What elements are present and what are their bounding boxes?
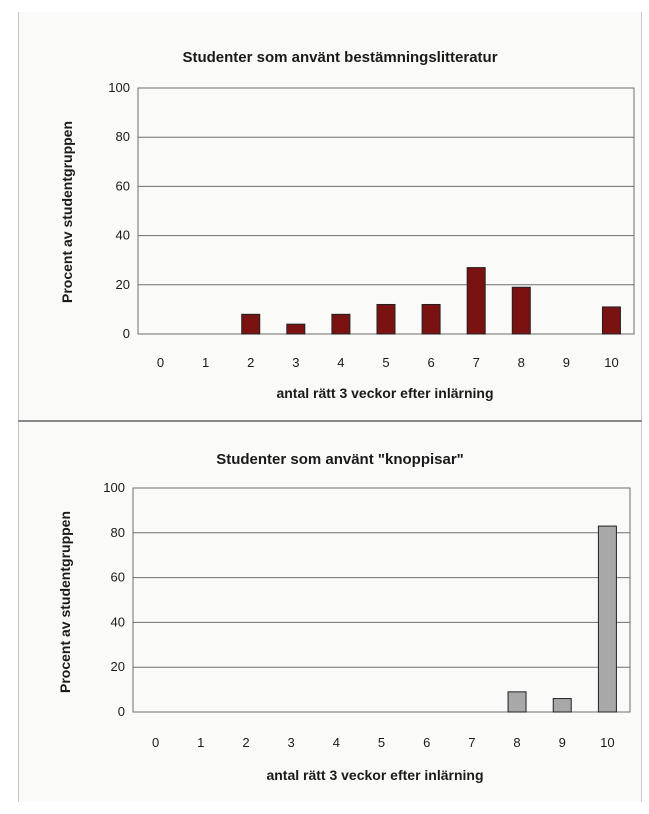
x-tick-label: 0 <box>152 735 159 750</box>
y-tick-label: 60 <box>111 570 125 585</box>
y-tick-label: 40 <box>116 228 130 243</box>
bar <box>511 286 531 335</box>
chart-panel-literature: Studenter som använt bestämningslitterat… <box>18 12 640 420</box>
bar <box>241 313 261 335</box>
x-tick-label: 7 <box>468 735 475 750</box>
x-tick-label: 2 <box>242 735 249 750</box>
bar <box>601 306 621 335</box>
chart-title: Studenter som använt "knoppisar" <box>216 451 464 468</box>
x-tick-label: 1 <box>197 735 204 750</box>
plot-frame <box>137 87 635 335</box>
y-tick-label: 80 <box>116 129 130 144</box>
y-tick-label: 60 <box>116 178 130 193</box>
x-tick-label: 4 <box>333 735 340 750</box>
x-tick-label: 10 <box>604 355 618 370</box>
x-tick-label: 3 <box>292 355 299 370</box>
bar <box>421 303 441 335</box>
x-tick-label: 8 <box>513 735 520 750</box>
plot-frame <box>132 487 631 713</box>
bar <box>597 525 617 713</box>
bar <box>552 698 572 713</box>
y-tick-label: 40 <box>111 614 125 629</box>
plot-area: 0 20 40 60 80 100 0 1 2 3 4 5 6 7 8 9 10 <box>103 480 631 750</box>
x-tick-label: 1 <box>202 355 209 370</box>
x-axis-label: antal rätt 3 veckor efter inlärning <box>276 385 493 401</box>
x-tick-label: 9 <box>559 735 566 750</box>
x-tick-label: 8 <box>518 355 525 370</box>
chart-title: Studenter som använt bestämningslitterat… <box>182 49 497 66</box>
x-tick-label: 5 <box>382 355 389 370</box>
bar <box>331 313 351 335</box>
x-tick-label: 10 <box>600 735 614 750</box>
bar <box>466 267 486 335</box>
bar <box>507 691 527 713</box>
y-tick-label: 80 <box>111 525 125 540</box>
x-tick-label: 9 <box>563 355 570 370</box>
chart-knoppisar: Studenter som använt "knoppisar" 0204060… <box>57 451 631 783</box>
x-tick-label: 6 <box>423 735 430 750</box>
page-sheet <box>18 12 642 802</box>
y-axis-label: Procent av studentgruppen <box>59 121 75 303</box>
y-tick-label: 100 <box>103 480 125 495</box>
x-tick-label: 4 <box>337 355 344 370</box>
chart-literature: Studenter som använt bestämningslitterat… <box>59 49 635 401</box>
y-tick-label: 0 <box>123 326 130 341</box>
y-tick-label: 0 <box>118 704 125 719</box>
x-tick-label: 2 <box>247 355 254 370</box>
x-tick-label: 0 <box>157 355 164 370</box>
y-axis-label: Procent av studentgruppen <box>57 511 73 693</box>
x-tick-label: 7 <box>473 355 480 370</box>
y-tick-label: 20 <box>111 659 125 674</box>
panel-divider <box>18 420 642 422</box>
x-axis-label: antal rätt 3 veckor efter inlärning <box>266 767 483 783</box>
bar <box>286 323 306 335</box>
x-tick-label: 5 <box>378 735 385 750</box>
y-tick-label: 100 <box>108 80 130 95</box>
chart-panel-knoppisar: Studenter som använt "knoppisar" 0 20 40 60… <box>18 422 640 802</box>
x-tick-label: 6 <box>427 355 434 370</box>
bar <box>376 303 396 335</box>
plot-area: 0 20 40 60 80 100 0 1 2 3 4 5 6 7 8 9 10 <box>108 80 635 370</box>
x-tick-label: 3 <box>288 735 295 750</box>
y-tick-label: 20 <box>116 277 130 292</box>
